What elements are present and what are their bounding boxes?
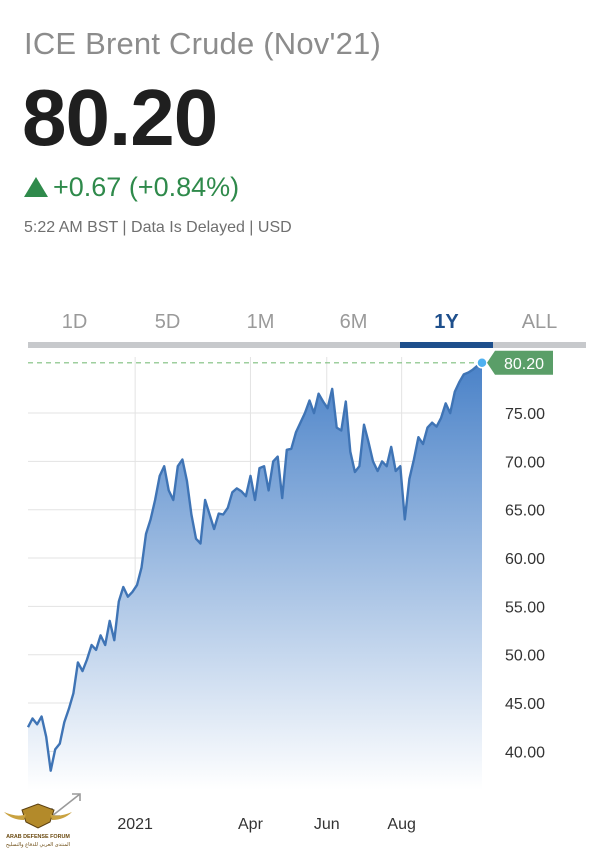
- watermark-subtext: المنتدى العربي للدفاع والتسليح: [6, 842, 70, 848]
- y-tick-label: 40.00: [505, 744, 545, 761]
- tab-1y[interactable]: 1Y: [434, 311, 459, 333]
- last-price-badge: [487, 350, 553, 375]
- last-price-dot: [476, 357, 488, 369]
- y-tick-label: 65.00: [505, 503, 545, 520]
- tab-1m[interactable]: 1M: [246, 311, 275, 333]
- arrows-expand-icon: [51, 793, 81, 817]
- tab-1d[interactable]: 1D: [61, 311, 88, 333]
- range-tabs: 1D 5D 1M 6M 1Y ALL: [28, 308, 588, 348]
- last-price-label: 80.20: [504, 356, 544, 373]
- up-triangle-icon: [24, 176, 48, 197]
- tab-5d[interactable]: 5D: [154, 311, 181, 333]
- x-tick-label: Aug: [387, 816, 415, 833]
- x-tick-label: 2021: [117, 816, 153, 833]
- price-area: [28, 362, 482, 790]
- tab-active-indicator: [400, 342, 493, 348]
- tab-6m[interactable]: 6M: [339, 311, 368, 333]
- y-tick-label: 45.00: [505, 696, 545, 713]
- y-tick-label: 55.00: [505, 599, 545, 616]
- x-tick-label: Jun: [314, 816, 340, 833]
- tab-rail: [28, 342, 586, 348]
- instrument-title: ICE Brent Crude (Nov'21): [24, 26, 382, 61]
- chart-marks: 80.20: [28, 350, 553, 375]
- watermark: ARAB DEFENSE FORUM المنتدى العربي للدفاع…: [4, 793, 81, 848]
- price-line: [26, 361, 483, 772]
- y-tick-label: 75.00: [505, 406, 545, 423]
- price-change-value: +0.67 (+0.84%): [53, 172, 240, 202]
- tab-all[interactable]: ALL: [521, 311, 558, 333]
- watermark-emblem: [4, 803, 72, 829]
- y-tick-label: 70.00: [505, 454, 545, 471]
- y-tick-label: 50.00: [505, 648, 545, 665]
- price-change: +0.67 (+0.84%): [24, 172, 239, 203]
- last-price: 80.20: [22, 73, 218, 162]
- x-tick-label: Apr: [238, 816, 264, 833]
- y-tick-label: 60.00: [505, 551, 545, 568]
- watermark-text: ARAB DEFENSE FORUM: [6, 834, 70, 840]
- price-chart: 40.00 45.00 50.00 55.00 60.00 65.00 70.00 75.00…: [26, 350, 553, 833]
- quote-meta: 5:22 AM BST | Data Is Delayed | USD: [24, 219, 292, 236]
